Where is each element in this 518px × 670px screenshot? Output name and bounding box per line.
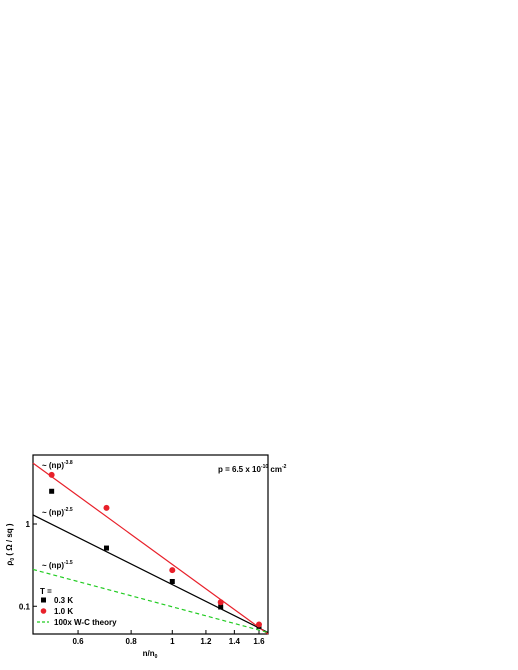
legend-label: 100x W-C theory: [54, 618, 117, 627]
annotation-part: -2.5: [64, 507, 73, 513]
legend-label: 1.0 K: [54, 607, 73, 616]
y-axis-label: ρ0 ( Ω / sq ): [5, 523, 16, 565]
annotation-part: -1.5: [64, 560, 73, 566]
point: [103, 504, 110, 511]
annotation-part: cm: [268, 465, 282, 474]
x-tick-label: 0.8: [126, 637, 138, 646]
point: [169, 567, 176, 574]
point: [169, 578, 175, 584]
theory-line: [32, 568, 269, 634]
annotation: ~ (np)-3.8: [42, 460, 73, 470]
annotation: p = 6.5 x 10-10 cm-2: [218, 464, 287, 474]
annotation: ~ (np)-1.5: [42, 560, 73, 570]
annotation-part: -2: [282, 464, 287, 470]
x-tick-label: 0.6: [72, 637, 84, 646]
y-axis-label-part: ρ: [5, 561, 14, 566]
y-tick-label: 1: [26, 520, 31, 529]
point: [218, 604, 224, 610]
plot-frame: [32, 454, 269, 635]
x-axis-label-part: 0: [155, 654, 158, 660]
y-tick-label: 0.1: [19, 602, 31, 611]
legend-swatch: [40, 608, 47, 614]
annotation-part: ~ (np): [42, 561, 64, 570]
legend-swatch: [41, 597, 46, 603]
point: [48, 471, 55, 478]
x-tick-label: 1.2: [200, 637, 212, 646]
annotation-part: ~ (np): [42, 461, 64, 470]
x-tick-label: 1.6: [253, 637, 265, 646]
legend-title: T =: [40, 587, 52, 596]
x-axis-label-part: n/n: [143, 649, 155, 658]
annotation-part: -10: [261, 464, 268, 470]
annotation-part: p = 6.5 x 10: [218, 465, 261, 474]
point: [217, 599, 224, 606]
x-tick-label: 1.4: [229, 637, 241, 646]
point: [103, 545, 109, 551]
point: [49, 488, 55, 494]
fit-line: [32, 514, 269, 634]
y-axis-label-part: 0: [10, 558, 16, 561]
annotation: ~ (np)-2.5: [42, 507, 73, 517]
legend-label: 0.3 K: [54, 596, 73, 605]
annotation-part: ~ (np): [42, 508, 64, 517]
annotation-part: -3.8: [64, 460, 73, 466]
x-tick-label: 1: [170, 637, 175, 646]
fit-line: [32, 462, 269, 635]
point: [255, 621, 262, 628]
y-axis-label-part: ( Ω / sq ): [5, 523, 14, 558]
x-axis-label: n/n0: [143, 649, 158, 660]
